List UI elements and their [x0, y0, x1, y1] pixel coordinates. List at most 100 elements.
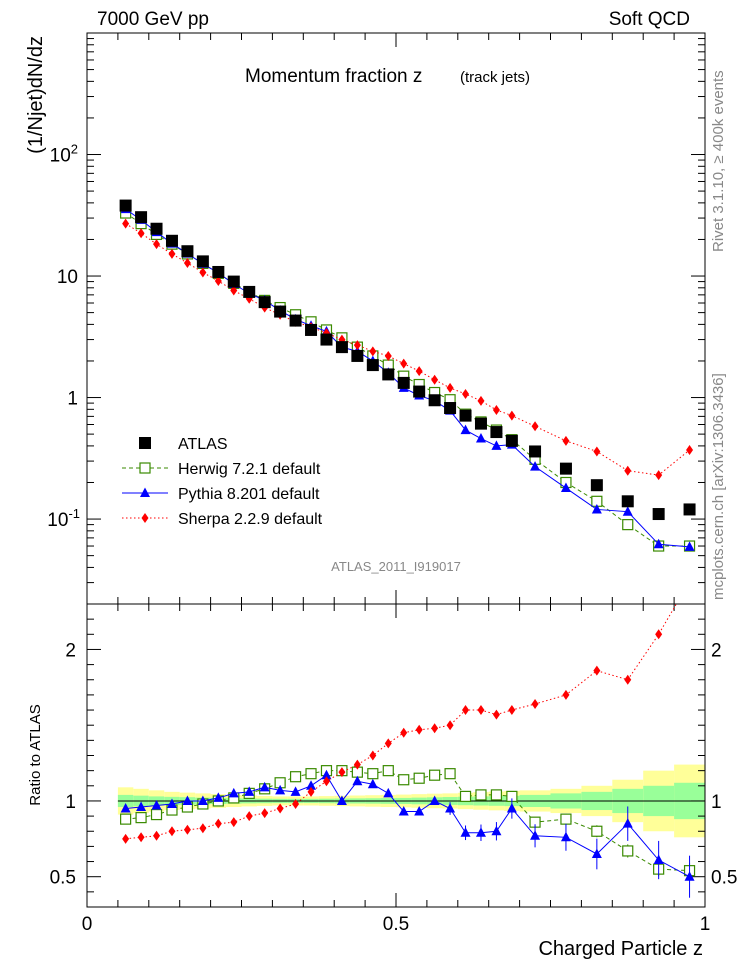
legend-label-atlas: ATLAS [178, 436, 228, 453]
upper-point-atlas [366, 359, 379, 372]
ratio-point-pythia [290, 786, 301, 796]
upper-point-atlas [444, 402, 457, 415]
ratio-point-sherpa [122, 833, 130, 844]
upper-point-atlas [529, 445, 542, 458]
ratio-point-pythia [684, 871, 695, 881]
ratio-point-pythia [429, 795, 440, 805]
legend-marker-pythia [140, 487, 150, 497]
x-tick-label: 0 [82, 914, 93, 935]
legend: ATLAS Herwig 7.2.1 default Pythia 8.201 de… [122, 436, 323, 528]
upper-point-sherpa [183, 258, 191, 269]
ratio-point-herwig [120, 813, 132, 825]
ratio-point-sherpa [261, 808, 269, 819]
lower-y-axis-label: Ratio to ATLAS [27, 704, 44, 805]
legend-marker-atlas [139, 437, 151, 449]
header-right: Soft QCD [609, 9, 690, 30]
ratio-point-pythia [622, 818, 633, 828]
upper-point-sherpa [593, 446, 601, 457]
upper-point-atlas [135, 211, 148, 224]
legend-label-herwig: Herwig 7.2.1 default [178, 461, 321, 478]
ratio-point-herwig [475, 789, 487, 801]
upper-y-tick-label: 10 [57, 267, 78, 288]
ratio-y-tick-label: 0.5 [50, 868, 76, 889]
ratio-point-pythia [259, 781, 270, 792]
ratio-point-pythia [321, 769, 332, 780]
upper-y-tick-label: 1 [67, 389, 78, 410]
upper-point-atlas [150, 222, 163, 235]
upper-point-atlas [243, 285, 256, 298]
upper-y-tick-label: 10-1 [47, 506, 80, 531]
rivet-label: Rivet 3.1.10, ≥ 400k events [710, 70, 727, 252]
upper-point-sherpa [686, 445, 694, 456]
upper-point-atlas [320, 333, 333, 346]
ratio-point-sherpa [431, 723, 439, 734]
upper-point-atlas [559, 462, 572, 475]
ratio-point-herwig [622, 845, 634, 857]
ratio-point-sherpa [245, 811, 253, 822]
ratio-point-pythia [197, 795, 208, 805]
ratio-point-sherpa [446, 720, 454, 731]
ratio-point-pythia [475, 827, 486, 837]
ratio-point-sherpa [322, 776, 330, 787]
ratio-point-sherpa [292, 798, 300, 809]
ratio-point-herwig [591, 825, 603, 837]
ratio-point-sherpa [593, 665, 601, 676]
upper-point-sherpa [400, 358, 408, 369]
upper-point-sherpa [508, 410, 516, 421]
ratio-series-sherpa [122, 604, 677, 844]
ratio-point-herwig [398, 774, 410, 786]
ratio-point-pythia [591, 848, 602, 858]
ratio-y-tick-label: 2 [65, 640, 76, 661]
upper-point-herwig [622, 519, 634, 531]
upper-point-atlas [413, 385, 426, 398]
ratio-point-sherpa [369, 750, 377, 761]
ratio-point-pythia [136, 801, 147, 812]
ratio-point-pythia [560, 831, 571, 842]
ratio-point-sherpa [400, 727, 408, 738]
upper-y-axis-label: (1/Njet)dN/dz [25, 36, 47, 154]
ratio-point-herwig [413, 772, 425, 784]
ratio-y-tick-label-right: 2 [711, 640, 722, 661]
legend-marker-herwig [139, 462, 151, 474]
ratio-point-herwig [560, 813, 572, 825]
upper-point-atlas [683, 503, 696, 516]
upper-point-sherpa [168, 248, 176, 259]
ratio-point-pythia [398, 806, 409, 816]
ratio-point-sherpa [624, 674, 632, 685]
ratio-point-sherpa [655, 629, 663, 640]
upper-point-sherpa [230, 285, 238, 296]
upper-point-atlas [621, 495, 634, 508]
upper-point-atlas [505, 434, 518, 447]
ratio-series-pythia [120, 769, 695, 898]
upper-point-sherpa [531, 421, 539, 432]
upper-point-sherpa [369, 346, 377, 357]
ratio-point-sherpa [415, 724, 423, 735]
ratio-point-sherpa [137, 832, 145, 843]
ratio-point-sherpa [562, 689, 570, 700]
upper-point-sherpa [446, 382, 454, 393]
upper-point-sherpa [562, 435, 570, 446]
upper-point-atlas [227, 275, 240, 288]
ratio-point-herwig [444, 768, 456, 780]
upper-point-atlas [652, 508, 665, 521]
upper-point-atlas [397, 376, 410, 389]
ratio-point-sherpa [153, 830, 161, 841]
upper-point-sherpa [462, 388, 470, 399]
upper-point-sherpa [153, 239, 161, 250]
upper-point-pythia [530, 461, 541, 471]
chart-title-text: Momentum fraction z [245, 66, 422, 87]
legend-entry-sherpa: Sherpa 2.2.9 default [122, 511, 323, 528]
ratio-point-sherpa [214, 818, 222, 829]
mcplots-label: mcplots.cern.ch [arXiv:1306.3436] [710, 373, 727, 600]
upper-point-atlas [351, 349, 364, 362]
upper-point-sherpa [415, 366, 423, 377]
analysis-watermark: ATLAS_2011_I919017 [331, 559, 461, 574]
ratio-point-sherpa [508, 705, 516, 716]
ratio-line-herwig [125, 770, 690, 872]
ratio-point-pythia [182, 795, 193, 805]
upper-point-atlas [382, 368, 395, 381]
ratio-point-pythia [275, 784, 286, 795]
upper-point-sherpa [199, 267, 207, 278]
upper-point-sherpa [477, 395, 485, 406]
x-tick-label: 1 [700, 914, 711, 935]
